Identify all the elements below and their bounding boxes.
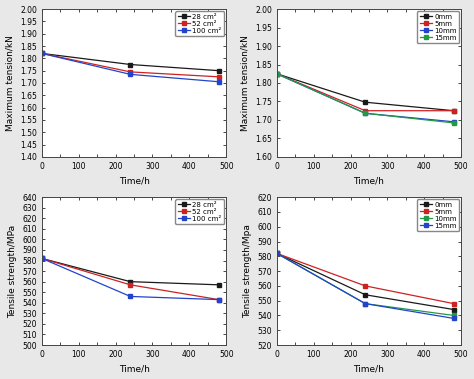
X-axis label: Time/h: Time/h: [354, 365, 384, 373]
15mm: [363, 301, 368, 306]
10mm: [363, 301, 368, 306]
100 cm²: [128, 72, 133, 77]
Line: 10mm: 10mm: [275, 251, 456, 317]
Text: (c): (c): [208, 202, 221, 211]
5mm: [363, 108, 368, 113]
52 cm²: [39, 51, 45, 56]
10mm: [363, 111, 368, 116]
52 cm²: [128, 70, 133, 74]
0mm: [274, 251, 280, 255]
15mm: [451, 121, 456, 125]
28 cm²: [216, 68, 222, 73]
Line: 28 cm²: 28 cm²: [40, 257, 221, 287]
52 cm²: [216, 75, 222, 79]
100 cm²: [39, 256, 45, 261]
X-axis label: Time/h: Time/h: [354, 176, 384, 185]
10mm: [274, 72, 280, 76]
Text: (b): (b): [442, 14, 456, 23]
5mm: [274, 72, 280, 76]
Line: 5mm: 5mm: [275, 251, 456, 305]
100 cm²: [39, 51, 45, 56]
Line: 52 cm²: 52 cm²: [40, 257, 221, 302]
Text: (a): (a): [207, 14, 221, 23]
10mm: [451, 313, 456, 318]
Text: (d): (d): [442, 202, 456, 211]
Y-axis label: Maximum tension/kN: Maximum tension/kN: [240, 35, 249, 131]
5mm: [451, 301, 456, 306]
52 cm²: [128, 283, 133, 287]
5mm: [363, 283, 368, 288]
15mm: [363, 111, 368, 116]
0mm: [363, 100, 368, 105]
Legend: 28 cm², 52 cm², 100 cm²: 28 cm², 52 cm², 100 cm²: [175, 199, 224, 224]
Line: 0mm: 0mm: [275, 72, 456, 113]
Legend: 0mm, 5mm, 10mm, 15mm: 0mm, 5mm, 10mm, 15mm: [417, 199, 459, 231]
Y-axis label: Maximum tension/kN: Maximum tension/kN: [6, 35, 15, 131]
28 cm²: [128, 279, 133, 284]
0mm: [451, 108, 456, 113]
Line: 15mm: 15mm: [275, 72, 456, 125]
Line: 28 cm²: 28 cm²: [40, 52, 221, 73]
Line: 15mm: 15mm: [275, 251, 456, 320]
0mm: [274, 72, 280, 76]
100 cm²: [216, 80, 222, 84]
52 cm²: [216, 298, 222, 302]
15mm: [451, 316, 456, 321]
Line: 100 cm²: 100 cm²: [40, 52, 221, 84]
Line: 0mm: 0mm: [275, 251, 456, 312]
Y-axis label: Tensile strength/Mpa: Tensile strength/Mpa: [243, 224, 252, 318]
28 cm²: [39, 51, 45, 56]
5mm: [274, 251, 280, 255]
0mm: [451, 307, 456, 312]
52 cm²: [39, 256, 45, 261]
Y-axis label: Tensile strength/MPa: Tensile strength/MPa: [8, 224, 17, 318]
28 cm²: [128, 62, 133, 67]
0mm: [363, 293, 368, 297]
X-axis label: Time/h: Time/h: [118, 176, 149, 185]
X-axis label: Time/h: Time/h: [118, 365, 149, 373]
5mm: [451, 108, 456, 113]
Legend: 28 cm², 52 cm², 100 cm²: 28 cm², 52 cm², 100 cm²: [175, 11, 224, 36]
Line: 5mm: 5mm: [275, 72, 456, 113]
Line: 10mm: 10mm: [275, 72, 456, 124]
10mm: [274, 251, 280, 255]
15mm: [274, 72, 280, 76]
Line: 100 cm²: 100 cm²: [40, 257, 221, 302]
28 cm²: [39, 256, 45, 261]
28 cm²: [216, 283, 222, 287]
100 cm²: [128, 294, 133, 299]
15mm: [274, 251, 280, 255]
10mm: [451, 119, 456, 124]
Line: 52 cm²: 52 cm²: [40, 52, 221, 79]
100 cm²: [216, 298, 222, 302]
Legend: 0mm, 5mm, 10mm, 15mm: 0mm, 5mm, 10mm, 15mm: [417, 11, 459, 43]
